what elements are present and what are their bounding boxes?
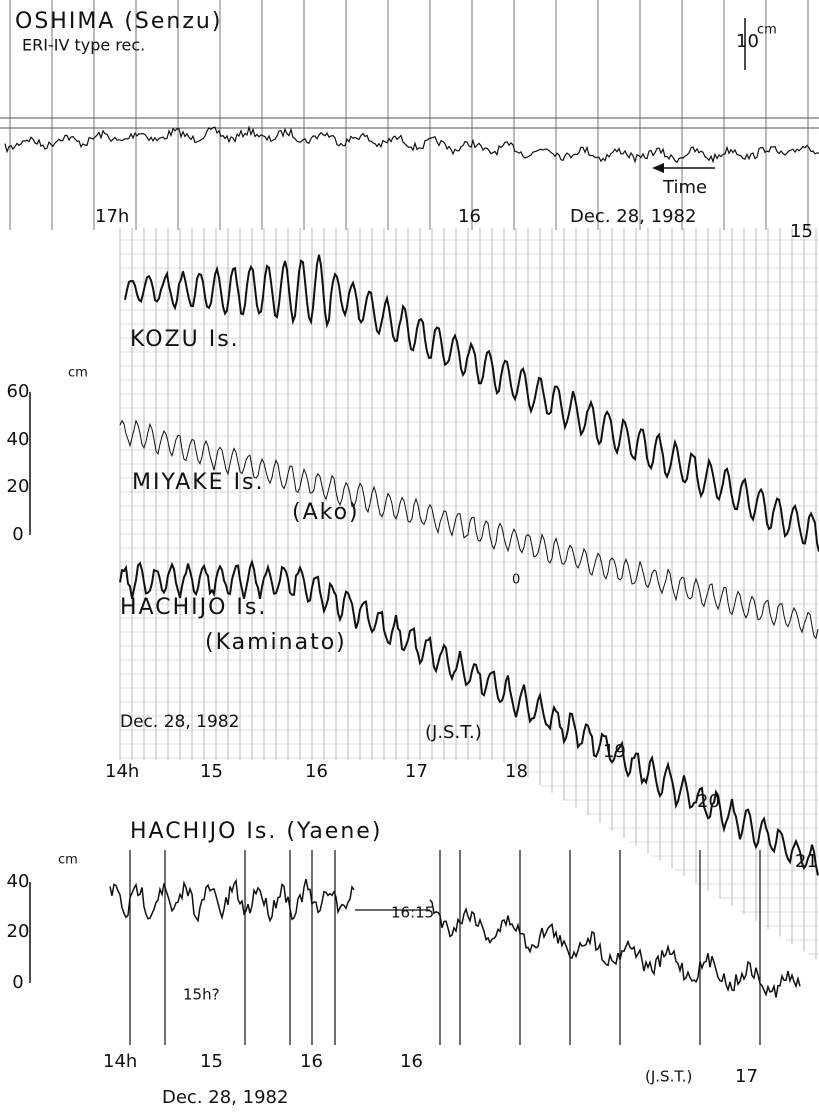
panel-title: HACHIJO Is. (Yaene) bbox=[130, 819, 382, 844]
time-label: 16 bbox=[400, 1051, 423, 1072]
scale-value: 10 bbox=[736, 31, 759, 52]
date-label: Dec. 28, 1982 bbox=[120, 712, 239, 732]
site-label: (Kaminato) bbox=[205, 630, 347, 655]
note-label: 15h? bbox=[183, 986, 220, 1004]
panel-title: OSHIMA (Senzu) bbox=[15, 9, 222, 34]
time-label: 17h bbox=[95, 206, 129, 227]
zero-mark: 0 bbox=[512, 573, 520, 588]
zone-label: (J.S.T.) bbox=[645, 1068, 692, 1086]
scale-unit: cm bbox=[757, 23, 777, 38]
tide-trace bbox=[119, 558, 819, 876]
scale-label: 40 bbox=[7, 871, 30, 892]
gap-label: 16:15 bbox=[391, 904, 434, 922]
time-label: 14h bbox=[103, 1051, 137, 1072]
tide-trace bbox=[119, 419, 819, 640]
tide-traces bbox=[4, 125, 819, 1045]
tide-trace bbox=[109, 878, 355, 923]
time-label: 20 bbox=[697, 791, 720, 812]
time-label: 21 bbox=[795, 851, 818, 872]
time-label: 15 bbox=[790, 221, 813, 242]
time-label: 16 bbox=[300, 1051, 323, 1072]
time-label: 19 bbox=[603, 741, 626, 762]
tide-trace bbox=[4, 125, 819, 164]
scale-label: 40 bbox=[7, 429, 30, 450]
scale-unit: cm bbox=[58, 853, 78, 868]
station-label: MIYAKE Is. bbox=[132, 470, 265, 495]
station-label: HACHIJO Is. bbox=[120, 595, 267, 620]
scale-label: 20 bbox=[7, 921, 30, 942]
arrow-label: Time bbox=[662, 177, 707, 198]
station-label: KOZU Is. bbox=[130, 327, 240, 352]
time-label: 17 bbox=[405, 761, 428, 782]
date-label: Dec. 28, 1982 bbox=[570, 206, 696, 227]
recorder-label: ERI-IV type rec. bbox=[22, 36, 145, 55]
record-grid bbox=[0, 0, 819, 960]
time-label: 18 bbox=[505, 761, 528, 782]
time-label: 15 bbox=[200, 761, 223, 782]
arrow-head bbox=[652, 163, 664, 173]
time-label: 17 bbox=[735, 1066, 758, 1087]
scale-label: 60 bbox=[7, 381, 30, 402]
scale-label: 20 bbox=[7, 476, 30, 497]
date-label: Dec. 28, 1982 bbox=[162, 1087, 288, 1108]
time-label: 14h bbox=[105, 761, 139, 782]
time-label: 16 bbox=[458, 206, 481, 227]
scale-label: 0 bbox=[12, 972, 23, 993]
time-label: 15 bbox=[200, 1051, 223, 1072]
zone-label: (J.S.T.) bbox=[425, 722, 482, 743]
time-label: 16 bbox=[305, 761, 328, 782]
tide-trace bbox=[124, 254, 819, 552]
site-label: (Ako) bbox=[292, 500, 360, 525]
tide-trace bbox=[429, 899, 801, 998]
scale-label: 0 bbox=[12, 524, 23, 545]
scale-unit: cm bbox=[68, 366, 88, 381]
